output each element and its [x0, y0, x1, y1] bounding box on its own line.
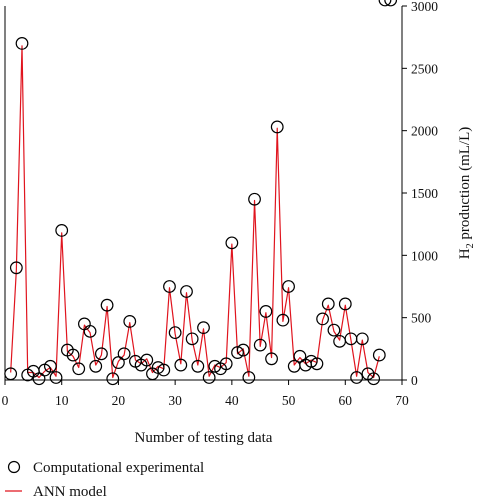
legend: Computational experimental ANN model	[5, 460, 204, 500]
experimental-point	[378, 0, 392, 7]
experimental-point	[310, 357, 324, 371]
experimental-point	[327, 323, 341, 337]
experimental-point	[100, 298, 114, 312]
experimental-point	[83, 324, 97, 338]
y-tick-label: 2500	[411, 61, 438, 76]
experimental-point	[163, 280, 176, 293]
experimental-point	[270, 120, 284, 134]
experimental-point	[32, 372, 46, 386]
experimental-point	[236, 343, 250, 357]
experimental-point	[123, 315, 137, 328]
y-axis-title-main: H	[457, 248, 473, 259]
experimental-point	[95, 347, 108, 361]
experimental-point	[72, 362, 86, 376]
experimental-point	[180, 285, 193, 298]
experimental-point	[282, 280, 295, 293]
y-tick-label: 0	[411, 373, 418, 388]
x-ticks: 0 10 20 30 40 50 60 70	[2, 380, 409, 408]
experimental-point	[384, 0, 398, 7]
experimental-point	[106, 372, 120, 386]
experimental-point	[49, 371, 63, 384]
experimental-point	[259, 305, 273, 318]
y-axis-title-subscript: 2	[465, 243, 476, 248]
experimental-point	[338, 297, 352, 311]
ann-model-line	[10, 45, 380, 379]
experimental-point	[185, 332, 199, 346]
experimental-point	[350, 371, 364, 384]
x-tick-label: 50	[282, 393, 296, 408]
experimental-point	[372, 348, 386, 362]
experimental-point	[355, 332, 369, 346]
experimental-point	[265, 352, 278, 366]
x-tick-label: 60	[339, 393, 353, 408]
legend-marker-experimental	[7, 460, 21, 474]
y-axis-title-rest: production (mL/L)	[457, 127, 473, 244]
x-tick-label: 20	[112, 393, 126, 408]
experimental-point	[55, 223, 69, 237]
experimental-point	[304, 354, 318, 368]
experimental-point	[174, 358, 188, 372]
experimental-point	[225, 236, 239, 250]
y-tick-label: 1000	[411, 248, 438, 263]
legend-label-ann: ANN model	[33, 484, 107, 500]
experimental-point	[242, 371, 256, 384]
experimental-point	[316, 312, 330, 326]
y-axis-title: H2 production (mL/L)	[457, 127, 476, 259]
experimental-point	[219, 357, 233, 371]
experimental-point	[276, 313, 290, 327]
experimental-point	[140, 353, 154, 367]
x-tick-label: 0	[2, 393, 9, 408]
x-axis-title: Number of testing data	[135, 430, 273, 446]
x-tick-label: 10	[55, 393, 69, 408]
experimental-point	[117, 347, 131, 361]
x-tick-label: 30	[168, 393, 182, 408]
experimental-point	[15, 37, 29, 50]
experimental-point	[293, 349, 307, 363]
experimental-series	[4, 0, 398, 386]
ann-series	[10, 45, 380, 379]
experimental-point	[321, 297, 335, 311]
experimental-point	[197, 321, 210, 335]
experimental-point	[248, 192, 261, 206]
experimental-point	[231, 346, 244, 359]
x-tick-label: 40	[225, 393, 239, 408]
experimental-point	[9, 261, 23, 275]
experimental-point	[202, 371, 216, 384]
y-tick-label: 3000	[411, 0, 438, 14]
y-ticks: 0 500 1000 1500 2000 2500 3000	[402, 0, 438, 388]
y-tick-label: 1500	[411, 186, 438, 201]
experimental-point	[4, 367, 18, 381]
experimental-point	[191, 359, 205, 373]
legend-label-experimental: Computational experimental	[33, 460, 204, 476]
experimental-point	[157, 363, 171, 377]
experimental-point	[89, 359, 103, 373]
experimental-point	[66, 348, 80, 362]
y-tick-label: 2000	[411, 124, 438, 139]
y-tick-label: 500	[411, 311, 432, 326]
experimental-point	[168, 326, 182, 340]
experimental-point	[43, 359, 57, 373]
x-tick-label: 70	[395, 393, 409, 408]
experimental-point	[253, 338, 267, 352]
experimental-point	[151, 361, 165, 374]
experimental-point	[367, 372, 381, 386]
